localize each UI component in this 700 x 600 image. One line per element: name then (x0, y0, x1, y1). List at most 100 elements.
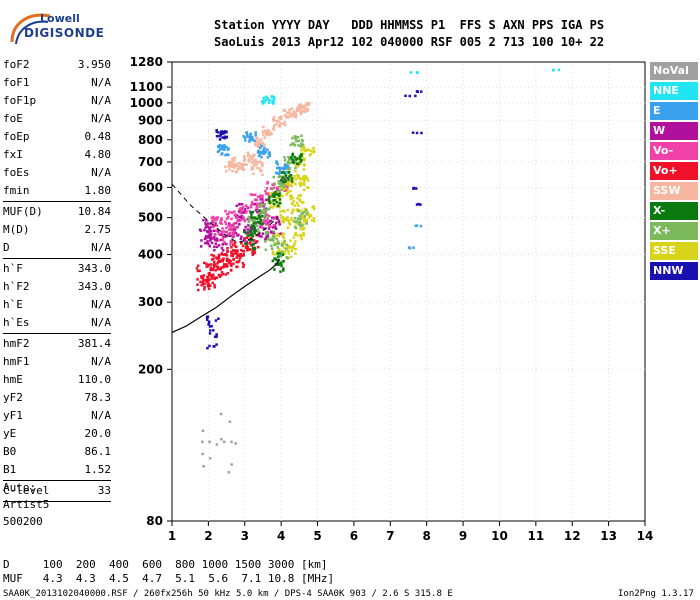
echo-point (274, 226, 277, 229)
echo-point (262, 221, 266, 225)
software-version: Ion2Png 1.3.17 (618, 589, 694, 599)
echo-point (274, 257, 277, 260)
echo-point (210, 268, 213, 272)
echo-point (196, 283, 199, 286)
echo-point (261, 197, 264, 201)
echo-point (220, 252, 223, 255)
echo-point (235, 170, 238, 174)
echo-point (298, 103, 301, 107)
echo-point (225, 153, 229, 156)
param-separator (3, 201, 111, 202)
echo-point (232, 257, 235, 261)
echo-point (241, 265, 245, 269)
echo-point (241, 262, 245, 265)
echo-point (302, 164, 306, 167)
echo-point (229, 227, 232, 230)
echo-point (207, 263, 211, 267)
echo-point (303, 217, 307, 220)
echo-point (271, 183, 274, 186)
echo-point (216, 265, 220, 269)
echo-point (257, 141, 260, 145)
echo-point (228, 260, 231, 263)
echo-point (218, 260, 221, 264)
echo-point (414, 187, 418, 190)
echo-point (247, 224, 250, 227)
param-name: C-level (3, 484, 50, 497)
echo-point (280, 244, 284, 247)
echo-point (206, 283, 210, 287)
echo-point (222, 253, 226, 257)
echo-point (306, 186, 309, 189)
echo-point (275, 166, 279, 170)
echo-point (213, 335, 217, 338)
echo-point (267, 129, 271, 133)
echo-point (221, 231, 224, 234)
echo-point (234, 226, 238, 229)
echo-point (251, 193, 254, 197)
echo-point (277, 194, 281, 198)
echo-point (243, 237, 246, 241)
x-tick-label: 9 (459, 529, 467, 543)
echo-point (269, 192, 272, 195)
echo-point (414, 94, 417, 98)
echo-point (284, 187, 288, 190)
echo-point (245, 210, 248, 213)
echo-point (302, 106, 306, 109)
echo-point (240, 207, 244, 210)
echo-point (213, 248, 216, 252)
echo-point (211, 281, 214, 285)
echo-point (205, 265, 208, 268)
echo-point (261, 201, 265, 204)
echo-point (259, 196, 262, 199)
x-tick-label: 7 (386, 529, 394, 543)
echo-point (264, 95, 268, 99)
echo-point (205, 315, 209, 319)
echo-point (269, 205, 273, 209)
echo-point (262, 205, 265, 208)
echo-point (284, 167, 288, 170)
echo-point (245, 240, 248, 243)
echo-point (298, 199, 301, 203)
echo-point (266, 222, 270, 225)
echo-point (240, 209, 243, 212)
echo-point (259, 216, 262, 219)
echo-point (283, 249, 287, 253)
echo-point (242, 134, 245, 138)
echo-point (259, 146, 262, 150)
echo-point (196, 288, 200, 292)
echo-point (219, 221, 222, 225)
echo-point (253, 246, 257, 250)
echo-point (285, 115, 288, 118)
echo-point (261, 194, 264, 198)
echo-point (417, 202, 420, 206)
echo-point (238, 256, 242, 260)
echo-point (294, 169, 297, 173)
echo-point (261, 100, 264, 103)
echo-point (220, 246, 224, 250)
echo-point (270, 244, 273, 247)
y-tick-label: 1000 (130, 96, 163, 110)
y-tick-label: 1100 (130, 80, 163, 94)
echo-point (229, 165, 232, 168)
echo-point (296, 234, 299, 237)
echo-point (281, 233, 284, 237)
echo-point (312, 207, 316, 211)
header-columns: Station YYYY DAY DDD HHMMSS P1 FFS S AXN… (214, 18, 605, 32)
echo-point (226, 247, 229, 250)
param-name: foE (3, 112, 23, 125)
echo-point (232, 226, 236, 230)
echo-point (292, 244, 295, 248)
echo-point (299, 227, 302, 231)
echo-point (419, 224, 423, 228)
echo-point (258, 209, 261, 213)
echo-point (228, 234, 231, 238)
echo-point (289, 255, 293, 259)
logo-swoosh-icon (10, 13, 51, 45)
echo-point (207, 323, 210, 326)
echo-point (195, 267, 199, 270)
echo-point (251, 210, 255, 214)
echo-point (248, 234, 251, 237)
echo-point (212, 267, 215, 271)
param-value: N/A (91, 166, 111, 179)
echo-point (246, 151, 250, 155)
